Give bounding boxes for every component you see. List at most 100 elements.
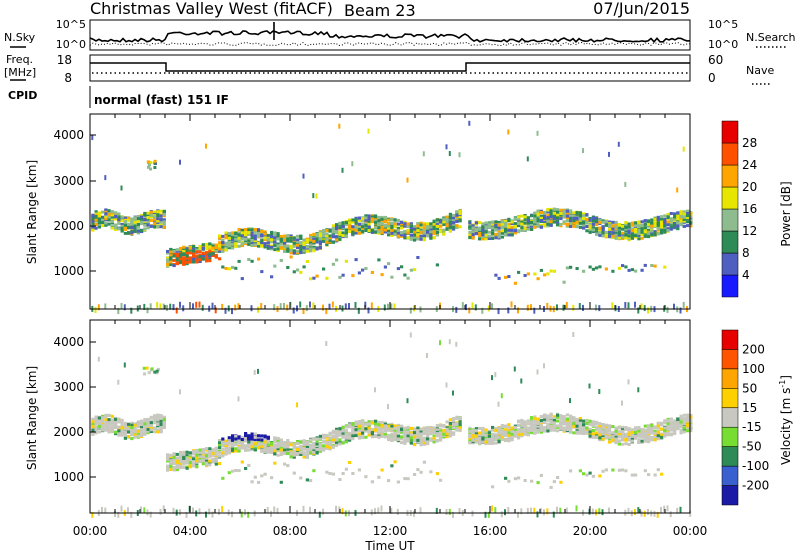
heatmap-cell [299, 447, 303, 451]
heatmap-cell [396, 438, 400, 442]
heatmap-cell [387, 479, 391, 483]
heatmap-cell [156, 214, 160, 217]
heatmap-cell [218, 244, 222, 248]
heatmap-cell [305, 238, 309, 242]
heatmap-cell [143, 431, 147, 435]
heatmap-cell [673, 223, 677, 227]
heatmap-cell [406, 229, 410, 232]
heatmap-cell [175, 459, 179, 463]
heatmap-cell [448, 418, 452, 422]
heatmap-cell [325, 444, 329, 448]
heatmap-cell [279, 480, 283, 484]
heatmap-cell [578, 221, 582, 225]
heatmap-cell [91, 432, 95, 436]
heatmap-cell [305, 245, 309, 249]
heatmap-cell [341, 429, 345, 433]
heatmap-cell [195, 258, 199, 262]
heatmap-cell [650, 226, 654, 230]
heatmap-cell [162, 416, 166, 419]
heatmap-cell [406, 425, 410, 429]
heatmap-cell [520, 222, 524, 226]
heatmap-cell [487, 431, 491, 435]
heatmap-cell [140, 429, 144, 433]
heatmap-cell [91, 422, 95, 425]
heatmap-cell [533, 423, 537, 427]
heatmap-cell [419, 507, 422, 514]
heatmap-cell [153, 215, 157, 219]
heatmap-cell [673, 303, 675, 310]
heatmap-cell [195, 254, 199, 258]
heatmap-cell [231, 443, 235, 447]
heatmap-cell [552, 213, 556, 217]
heatmap-cell [624, 222, 628, 226]
heatmap-cell [419, 234, 423, 238]
heatmap-cell [247, 434, 251, 438]
heatmap-cell [400, 441, 404, 445]
heatmap-cell [114, 423, 118, 427]
heatmap-cell [312, 249, 316, 253]
heatmap-cell [227, 440, 231, 444]
heatmap-cell [231, 265, 235, 269]
heatmap-cell [474, 232, 478, 236]
heatmap-cell [302, 505, 305, 512]
heatmap-cell [195, 247, 199, 250]
heatmap-cell [357, 468, 361, 472]
heatmap-cell [565, 219, 569, 223]
heatmap-cell [435, 231, 439, 234]
heatmap-cell [354, 225, 358, 229]
heatmap-cell [292, 449, 296, 453]
heatmap-cell [393, 438, 397, 442]
heatmap-cell [312, 469, 316, 473]
heatmap-cell [494, 372, 497, 378]
heatmap-cell [390, 429, 394, 433]
heatmap-cell [305, 305, 308, 312]
heatmap-cell [591, 222, 595, 226]
heatmap-cell [192, 457, 196, 461]
heatmap-cell [182, 262, 186, 266]
heatmap-cell [614, 231, 618, 235]
heatmap-cell [188, 456, 192, 460]
heatmap-cell [569, 218, 573, 222]
heatmap-cell [491, 220, 495, 224]
heatmap-cell [598, 305, 601, 312]
heatmap-cell [133, 428, 137, 432]
heatmap-cell [169, 468, 173, 471]
heatmap-cell [299, 476, 303, 480]
heatmap-cell [348, 303, 350, 309]
heatmap-cell [422, 440, 426, 444]
heatmap-cell [491, 303, 493, 310]
heatmap-cell [630, 233, 634, 237]
heatmap-cell [344, 440, 348, 444]
heatmap-cell [484, 230, 488, 234]
heatmap-cell [650, 229, 654, 233]
heatmap-cell [172, 455, 176, 459]
heatmap-cell [380, 273, 384, 277]
heatmap-cell [159, 220, 163, 224]
heatmap-cell [432, 426, 436, 430]
heatmap-cell [452, 213, 456, 217]
heatmap-cell [169, 260, 173, 264]
heatmap-cell [120, 430, 124, 434]
heatmap-cell [344, 234, 348, 238]
heatmap-cell [338, 442, 342, 446]
heatmap-cell [588, 218, 592, 222]
heatmap-cell [504, 224, 508, 228]
heatmap-cell [341, 225, 345, 229]
heatmap-cell [435, 439, 439, 443]
heatmap-cell [322, 304, 324, 311]
station-title: Christmas Valley West (fitACF) [90, 0, 333, 18]
heatmap-cell [133, 224, 137, 228]
heatmap-cell [331, 240, 335, 244]
heatmap-cell [302, 265, 306, 269]
heatmap-cell [153, 430, 157, 434]
heatmap-cell [442, 217, 446, 221]
heatmap-cell [218, 241, 222, 245]
heatmap-cell [136, 225, 140, 229]
heatmap-cell [354, 258, 358, 262]
heatmap-cell [224, 244, 228, 248]
heatmap-cell [185, 453, 189, 456]
heatmap-cell [354, 434, 358, 438]
heatmap-cell [559, 208, 563, 212]
heatmap-cell [585, 225, 589, 228]
